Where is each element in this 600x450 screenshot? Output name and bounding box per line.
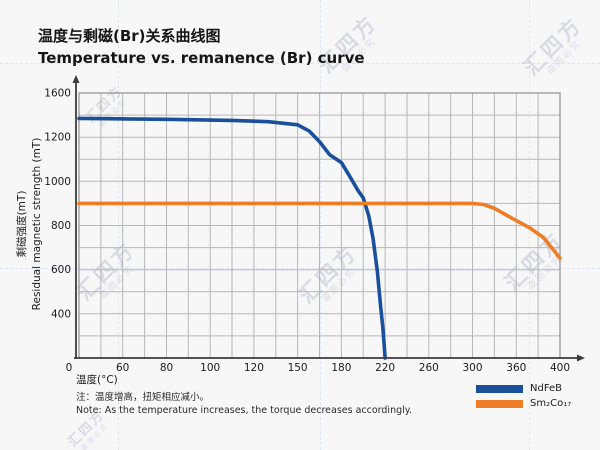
y-tick-label: 1200: [44, 132, 71, 144]
legend-item-sm2co17: Sm₂Co₁₇: [476, 396, 571, 411]
x-tick-label: 120: [244, 362, 264, 374]
chart-title-zh: 温度与剩磁(Br)关系曲线图: [38, 27, 221, 45]
chart-title-en: Temperature vs. remanence (Br) curve: [38, 49, 365, 67]
x-tick-label: 300: [462, 362, 482, 374]
footnotes: 注：温度增高，扭矩相应减小。 Note: As the temperature …: [76, 392, 412, 417]
x-tick-label: 150: [288, 362, 308, 374]
x-tick-label: 0: [66, 362, 73, 374]
x-tick-label: 80: [160, 362, 173, 374]
x-tick-label: 360: [506, 362, 526, 374]
legend-swatch-sm2co17: [476, 399, 523, 408]
y-axis-arrow-icon: [72, 75, 80, 83]
footnote-en: Note: As the temperature increases, the …: [76, 404, 413, 416]
legend-label-sm2co17: Sm₂Co₁₇: [530, 398, 572, 409]
legend: NdFeB Sm₂Co₁₇: [476, 381, 571, 411]
y-tick-label: 400: [51, 308, 71, 320]
y-tick-label: 800: [51, 220, 71, 232]
y-tick-label: 1600: [44, 88, 71, 100]
legend-swatch-ndfeb: [476, 384, 523, 393]
y-tick-label: 1000: [44, 176, 71, 188]
x-tick-label: 220: [375, 362, 395, 374]
legend-item-ndfeb: NdFeB: [476, 381, 571, 396]
x-axis-title: 温度(°C): [76, 374, 118, 386]
x-axis-arrow-icon: [577, 354, 585, 362]
y-tick-label: 600: [51, 264, 71, 276]
x-tick-label: 100: [200, 362, 220, 374]
x-tick-label: 400: [550, 362, 570, 374]
y-axis-title-zh: 剩磁强度(mT): [16, 190, 28, 258]
footnote-zh: 注：温度增高，扭矩相应减小。: [76, 392, 210, 403]
series-curve-0: [77, 116, 387, 360]
chart-titles: 温度与剩磁(Br)关系曲线图 Temperature vs. remanence…: [38, 25, 365, 70]
y-axis-title-en: Residual magnetic strength (mT): [31, 137, 43, 311]
x-tick-label: 60: [116, 362, 129, 374]
y-axis-title: 剩磁强度(mT) Residual magnetic strength (mT): [15, 88, 45, 360]
x-tick-label: 180: [331, 362, 351, 374]
x-tick-label: 260: [419, 362, 439, 374]
legend-label-ndfeb: NdFeB: [530, 383, 563, 394]
